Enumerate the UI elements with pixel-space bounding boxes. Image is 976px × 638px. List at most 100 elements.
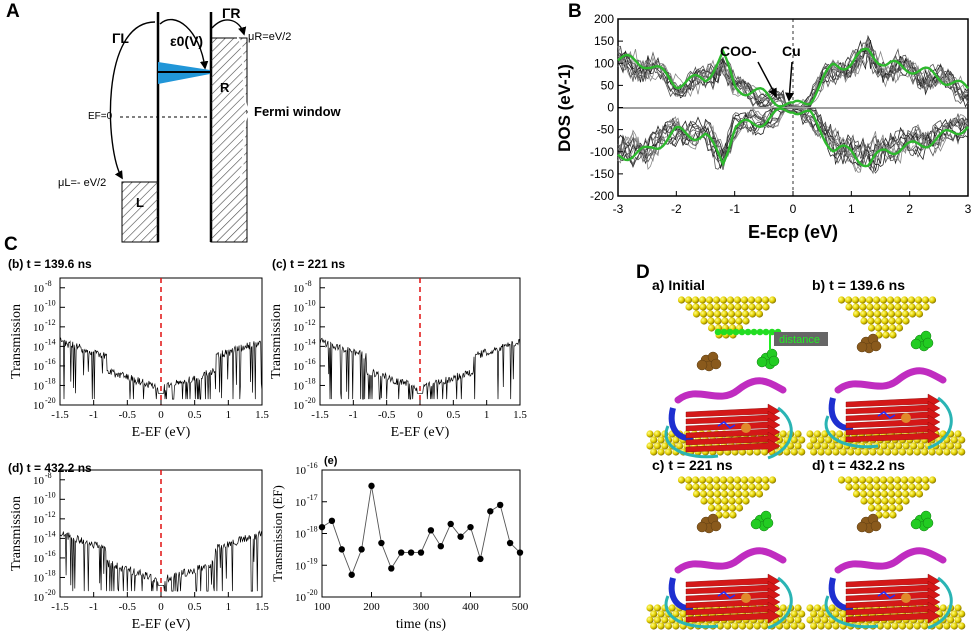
dos-xtick-label: -2 [671, 202, 682, 216]
d-gold-atom [859, 303, 867, 311]
d-gold-atom [895, 324, 904, 332]
d-gold-atom [755, 483, 763, 491]
d-gold-atom [684, 476, 693, 484]
d-gold-atom [684, 296, 693, 304]
d-gold-atom [954, 442, 962, 450]
e-ytick-base: 10 [295, 529, 307, 541]
d-gold-atom [900, 296, 909, 304]
d-gold-atom [806, 442, 814, 450]
d-gold-atom [735, 504, 744, 512]
dos-xtick-label: 3 [965, 202, 972, 216]
d-gold-atom [731, 622, 739, 630]
c-ytick-base: 10 [33, 380, 45, 392]
e-data-point [338, 546, 345, 553]
d-gold-atom [748, 490, 757, 498]
c-ytick-exp: -12 [305, 318, 316, 327]
d-gold-atom [699, 303, 707, 311]
d-gold-atom [858, 296, 867, 304]
d-gold-atom [712, 296, 721, 304]
d-gold-atom [692, 310, 701, 318]
d-gold-atom [738, 622, 747, 630]
d-gold-atom [726, 296, 735, 304]
d-gold-atom [865, 296, 874, 304]
d-gold-atom [891, 622, 899, 630]
c-subplot-title: (d) t = 432.2 ns [8, 461, 92, 475]
d-brown-ligand-atom [856, 341, 868, 353]
e-xtick-label: 400 [462, 601, 479, 613]
label-mu-r: μR=eV/2 [248, 31, 291, 43]
d-helix [674, 377, 787, 404]
c-ytick-base: 10 [33, 494, 45, 506]
d-green-contact-atom [738, 328, 746, 336]
d-gold-atom [922, 303, 930, 311]
d-gold-atom [907, 476, 916, 484]
dos-ytick-label: -150 [590, 167, 614, 181]
d-helix [674, 547, 787, 574]
d-gold-atom [881, 317, 889, 325]
c-xtick-label: -1.5 [51, 601, 69, 613]
c-xlabel: E-EF (eV) [391, 425, 450, 440]
d-gold-atom [884, 622, 892, 630]
e-data-point [417, 549, 425, 556]
d-brown-ligand-atom [870, 340, 882, 352]
d-gold-atom [741, 483, 749, 491]
d-gold-atom [921, 296, 930, 304]
c-subplot-title: (b) t = 139.6 ns [8, 257, 92, 271]
d-gold-atom [713, 310, 722, 318]
d-gold-atom [958, 448, 966, 456]
d-gold-atom [880, 310, 889, 318]
d-gold-atom [794, 616, 802, 624]
d-gold-atom [691, 476, 700, 484]
d-gold-atom [950, 622, 958, 630]
d-copper-atom [901, 413, 911, 423]
d-gold-atom [748, 303, 756, 311]
c-ytick-base: 10 [293, 341, 305, 353]
e-data-point [407, 549, 415, 556]
d-gold-atom [653, 604, 662, 612]
d-gold-atom [735, 317, 743, 325]
d-gold-atom [734, 303, 742, 311]
e-xtick-label: 100 [314, 601, 331, 613]
right-electrode-box [210, 37, 248, 243]
e-data-point [348, 571, 355, 578]
c-transmission-trace [59, 337, 263, 400]
c-ytick-exp: -10 [305, 298, 316, 307]
dos-trace-green [617, 47, 969, 108]
d-frame-label: c) t = 221 ns [652, 457, 733, 473]
d-sidechain-blue [877, 410, 896, 420]
d-green-contact-atom [768, 328, 776, 336]
d-gold-atom [691, 296, 700, 304]
d-gold-atom [859, 310, 868, 318]
d-gold-atom [714, 504, 723, 512]
e-data-point [437, 543, 444, 550]
d-gold-atom [873, 490, 882, 498]
d-beta-strand [685, 438, 781, 454]
d-gold-atom [821, 442, 829, 450]
c-ytick-base: 10 [33, 361, 45, 373]
c-xtick-label: 1.5 [255, 601, 269, 613]
d-gold-atom [706, 490, 715, 498]
d-gold-atom [836, 430, 844, 438]
ann-cu: Cu [782, 43, 801, 59]
d-gold-atom [646, 604, 654, 612]
c-ytick-exp: -8 [305, 279, 312, 288]
d-gold-atom [947, 442, 955, 450]
d-gold-atom [712, 476, 721, 484]
d-gold-atom [847, 448, 855, 456]
c-ytick-base: 10 [33, 553, 45, 565]
d-gold-atom [705, 476, 714, 484]
c-subplot-title: (c) t = 221 ns [272, 257, 345, 271]
c-ylabel: Transmission [9, 496, 24, 571]
d-gold-atom [740, 296, 749, 304]
d-gold-atom [664, 622, 673, 630]
d-gold-atom [692, 483, 700, 491]
d-gold-atom [798, 436, 806, 444]
d-gold-atom [882, 511, 890, 519]
dos-xtick-label: -1 [729, 202, 740, 216]
d-gold-atom [839, 448, 847, 456]
d-gold-atom [954, 616, 962, 624]
d-gold-atom [810, 448, 818, 456]
d-gold-atom [722, 511, 730, 519]
d-gold-atom [817, 436, 825, 444]
c-ytick-base: 10 [33, 572, 45, 584]
